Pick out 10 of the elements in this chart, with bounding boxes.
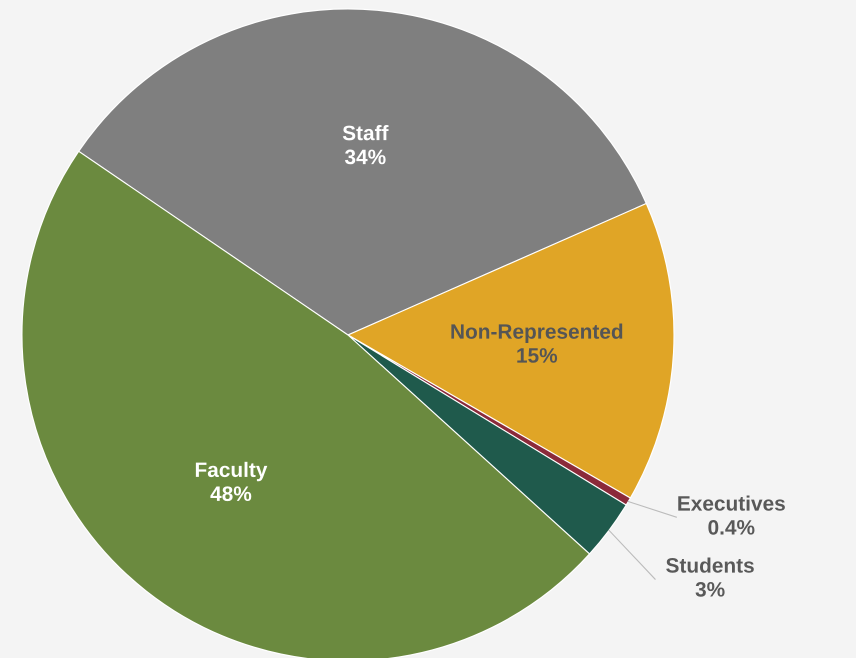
slice-label: Executives (678, 495, 785, 511)
slice-label: Non-Represented (451, 324, 622, 343)
data-label: 15% (517, 348, 558, 363)
data-label: 3% (696, 582, 725, 597)
data-label: 34% (344, 150, 386, 164)
slice-label: Students (666, 557, 754, 573)
data-label: 48% (210, 486, 252, 502)
slice-label: Faculty (196, 462, 268, 482)
slice-label: Staff (342, 125, 389, 140)
data-label: 0.4% (708, 520, 754, 535)
